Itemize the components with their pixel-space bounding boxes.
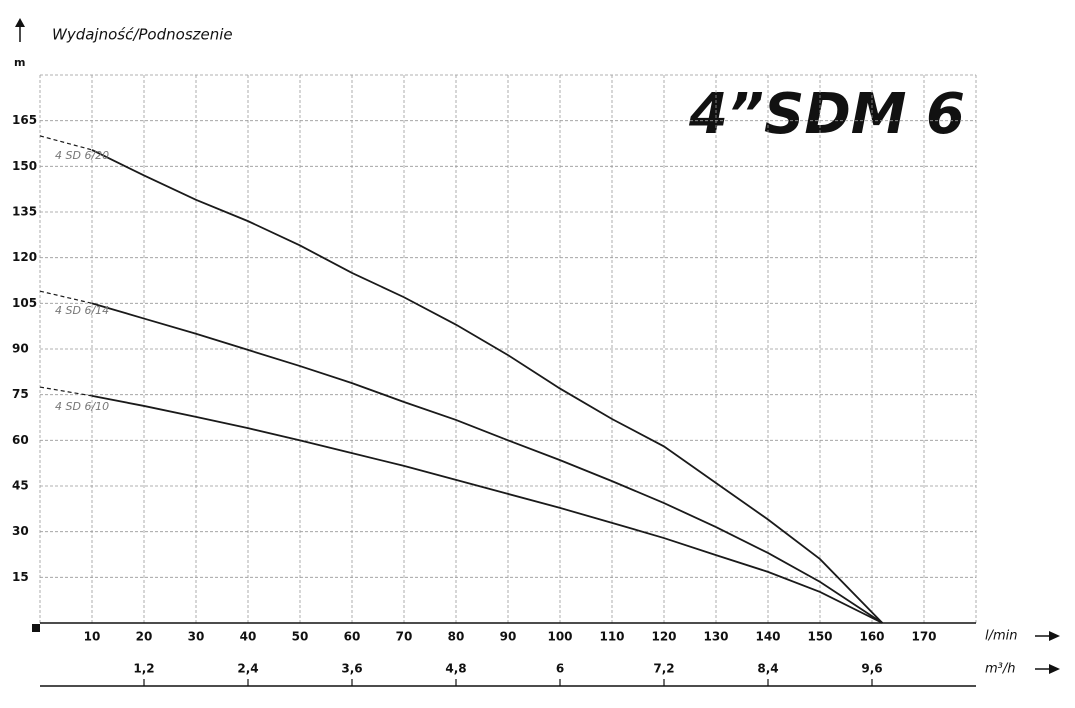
x-tick-label: 130 [703, 630, 728, 644]
curve [91, 395, 883, 624]
y-tick-label: 165 [12, 113, 37, 127]
x2-tick-label: 9,6 [861, 662, 882, 676]
y-unit: m [14, 56, 25, 69]
curve-extrapolated [39, 290, 93, 304]
y-tick-label: 120 [12, 250, 37, 264]
curve [91, 302, 883, 624]
x-axis-label: l/min [985, 629, 1018, 644]
y-tick-label: 150 [12, 159, 37, 173]
x-tick-label: 160 [859, 630, 884, 644]
curve-extrapolated [39, 135, 93, 151]
x-tick-label: 170 [911, 630, 936, 644]
x2-tick-label: 2,4 [237, 662, 258, 676]
y-tick-label: 105 [12, 296, 37, 310]
series-label: 4 SD 6/10 [55, 400, 109, 413]
x-tick-label: 80 [448, 630, 465, 644]
x-tick-label: 10 [84, 630, 101, 644]
chart-title: 4”SDM 6 [688, 82, 965, 147]
y-tick-label: 75 [12, 387, 29, 401]
arrows [15, 18, 1060, 674]
x2-tick-label: 8,4 [757, 662, 778, 676]
x-tick-label: 50 [292, 630, 309, 644]
x-tick-label: 70 [396, 630, 413, 644]
x-tick-label: 100 [547, 630, 572, 644]
origin-marker [32, 624, 40, 632]
curve-extrapolated [39, 386, 93, 397]
x2-tick-label: 7,2 [653, 662, 674, 676]
curve [91, 149, 884, 624]
y-tick-label: 15 [12, 570, 29, 584]
x-tick-label: 40 [240, 630, 257, 644]
y-tick-label: 60 [12, 433, 29, 447]
x-tick-label: 140 [755, 630, 780, 644]
series-label: 4 SD 6/20 [55, 149, 109, 162]
x-tick-label: 60 [344, 630, 361, 644]
x2-tick-label: 4,8 [445, 662, 466, 676]
y-tick-label: 135 [12, 205, 37, 219]
series-label: 4 SD 6/14 [55, 304, 109, 317]
x-tick-label: 110 [599, 630, 624, 644]
x-tick-label: 120 [651, 630, 676, 644]
x2-tick-label: 6 [556, 662, 564, 676]
y-axis-label: Wydajność/Podnoszenie [52, 26, 233, 44]
x-tick-label: 150 [807, 630, 832, 644]
y-tick-label: 45 [12, 479, 29, 493]
x2-tick-label: 3,6 [341, 662, 362, 676]
y-tick-label: 90 [12, 342, 29, 356]
x2-tick-label: 1,2 [133, 662, 154, 676]
x-tick-label: 30 [188, 630, 205, 644]
y-tick-label: 30 [12, 524, 29, 538]
x-tick-label: 20 [136, 630, 153, 644]
x-tick-label: 90 [500, 630, 517, 644]
x2-axis-label: m³/h [985, 662, 1016, 677]
